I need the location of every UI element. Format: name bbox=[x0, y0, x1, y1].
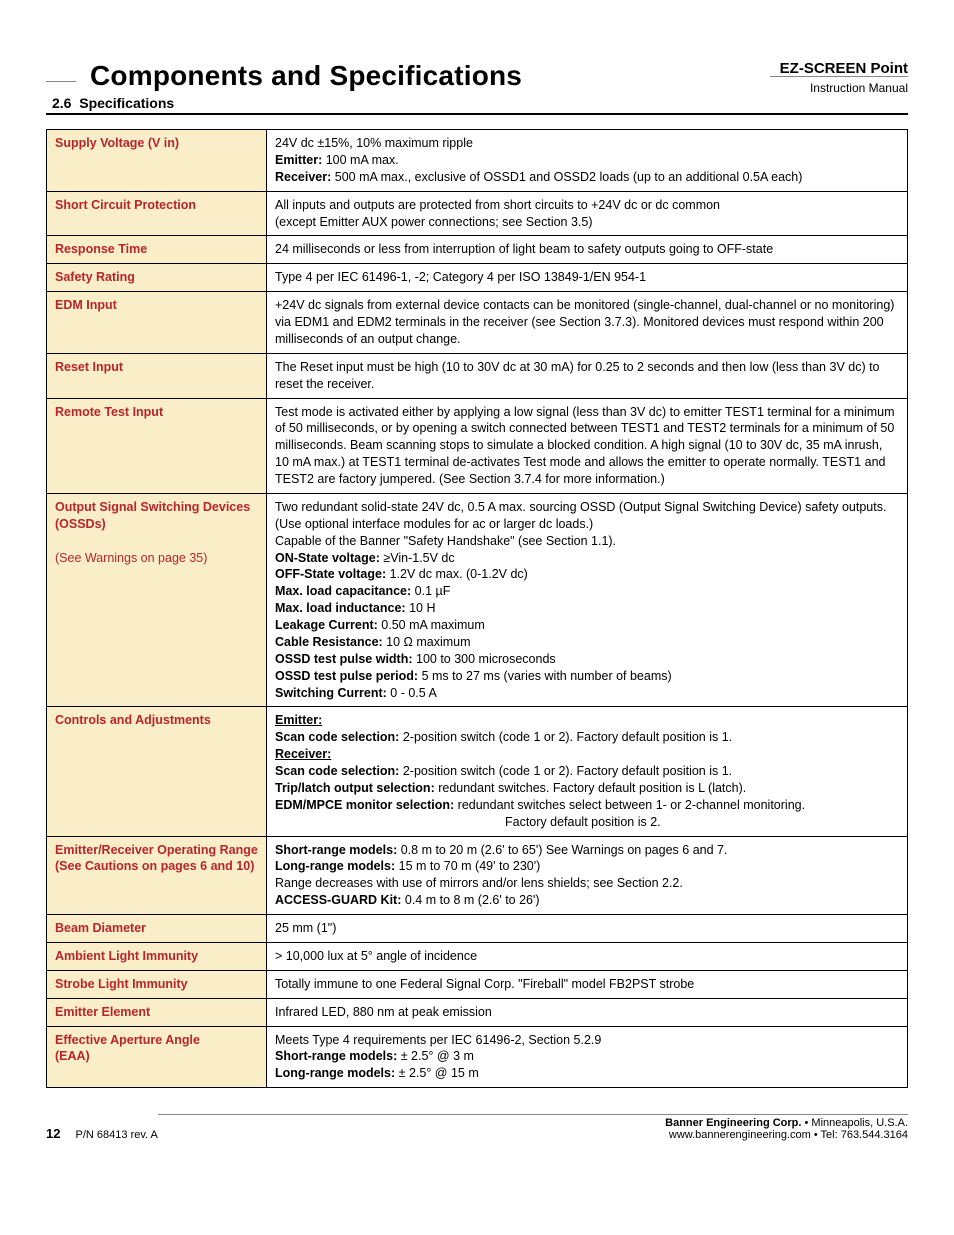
spec-label: Strobe Light Immunity bbox=[47, 970, 267, 998]
table-row: Beam Diameter25 mm (1") bbox=[47, 915, 908, 943]
table-row: Short Circuit ProtectionAll inputs and o… bbox=[47, 191, 908, 236]
header-subtitle: Instruction Manual bbox=[780, 81, 908, 95]
part-number: P/N 68413 rev. A bbox=[76, 1129, 158, 1141]
spec-label: Effective Aperture Angle(EAA) bbox=[47, 1026, 267, 1088]
table-row: Output Signal Switching Devices (OSSDs) … bbox=[47, 493, 908, 707]
spec-label: Reset Input bbox=[47, 353, 267, 398]
spec-value: Emitter:Scan code selection: 2-position … bbox=[267, 707, 908, 836]
spec-label: Supply Voltage (V in) bbox=[47, 130, 267, 192]
spec-value: All inputs and outputs are protected fro… bbox=[267, 191, 908, 236]
header-rule bbox=[770, 76, 908, 77]
table-row: Supply Voltage (V in)24V dc ±15%, 10% ma… bbox=[47, 130, 908, 192]
table-row: Emitter/Receiver Operating Range(See Cau… bbox=[47, 836, 908, 915]
spec-label: Emitter/Receiver Operating Range(See Cau… bbox=[47, 836, 267, 915]
spec-value: 24V dc ±15%, 10% maximum rippleEmitter: … bbox=[267, 130, 908, 192]
section-rule bbox=[46, 113, 908, 115]
spec-label: Ambient Light Immunity bbox=[47, 942, 267, 970]
spec-value: 25 mm (1") bbox=[267, 915, 908, 943]
spec-value: > 10,000 lux at 5° angle of incidence bbox=[267, 942, 908, 970]
spec-label: Response Time bbox=[47, 236, 267, 264]
specifications-table: Supply Voltage (V in)24V dc ±15%, 10% ma… bbox=[46, 129, 908, 1088]
table-row: Controls and AdjustmentsEmitter:Scan cod… bbox=[47, 707, 908, 836]
page-number: 12 bbox=[46, 1126, 60, 1141]
section-title-text: Specifications bbox=[79, 95, 174, 111]
spec-value: +24V dc signals from external device con… bbox=[267, 292, 908, 354]
spec-label: Beam Diameter bbox=[47, 915, 267, 943]
spec-label: Safety Rating bbox=[47, 264, 267, 292]
spec-value: The Reset input must be high (10 to 30V … bbox=[267, 353, 908, 398]
spec-value: Meets Type 4 requirements per IEC 61496-… bbox=[267, 1026, 908, 1088]
spec-label: Remote Test Input bbox=[47, 398, 267, 493]
footer-web: www.bannerengineering.com • Tel: 763.544… bbox=[669, 1129, 908, 1141]
spec-value: 24 milliseconds or less from interruptio… bbox=[267, 236, 908, 264]
table-row: Ambient Light Immunity> 10,000 lux at 5°… bbox=[47, 942, 908, 970]
table-row: Remote Test InputTest mode is activated … bbox=[47, 398, 908, 493]
footer-city: • Minneapolis, U.S.A. bbox=[801, 1117, 908, 1129]
spec-value: Totally immune to one Federal Signal Cor… bbox=[267, 970, 908, 998]
table-row: Strobe Light ImmunityTotally immune to o… bbox=[47, 970, 908, 998]
table-row: Response Time24 milliseconds or less fro… bbox=[47, 236, 908, 264]
page-footer: 12 P/N 68413 rev. A Banner Engineering C… bbox=[46, 1114, 908, 1141]
section-title: 2.6 Specifications bbox=[52, 95, 908, 111]
table-row: Safety RatingType 4 per IEC 61496-1, -2;… bbox=[47, 264, 908, 292]
spec-value: Test mode is activated either by applyin… bbox=[267, 398, 908, 493]
table-row: Emitter ElementInfrared LED, 880 nm at p… bbox=[47, 998, 908, 1026]
spec-value: Two redundant solid-state 24V dc, 0.5 A … bbox=[267, 493, 908, 707]
table-row: Reset InputThe Reset input must be high … bbox=[47, 353, 908, 398]
spec-label: Output Signal Switching Devices (OSSDs) … bbox=[47, 493, 267, 707]
spec-label: Controls and Adjustments bbox=[47, 707, 267, 836]
spec-value: Type 4 per IEC 61496-1, -2; Category 4 p… bbox=[267, 264, 908, 292]
header-dash bbox=[46, 81, 76, 82]
spec-value: Infrared LED, 880 nm at peak emission bbox=[267, 998, 908, 1026]
product-name: EZ-SCREEN Point bbox=[780, 60, 908, 77]
spec-label: Short Circuit Protection bbox=[47, 191, 267, 236]
footer-company: Banner Engineering Corp. bbox=[665, 1117, 801, 1129]
spec-label: Emitter Element bbox=[47, 998, 267, 1026]
table-row: Effective Aperture Angle(EAA)Meets Type … bbox=[47, 1026, 908, 1088]
header-title: Components and Specifications bbox=[90, 60, 522, 92]
spec-value: Short-range models: 0.8 m to 20 m (2.6' … bbox=[267, 836, 908, 915]
page-header: Components and Specifications EZ-SCREEN … bbox=[46, 60, 908, 95]
section-number: 2.6 bbox=[52, 95, 71, 111]
table-row: EDM Input+24V dc signals from external d… bbox=[47, 292, 908, 354]
spec-label: EDM Input bbox=[47, 292, 267, 354]
